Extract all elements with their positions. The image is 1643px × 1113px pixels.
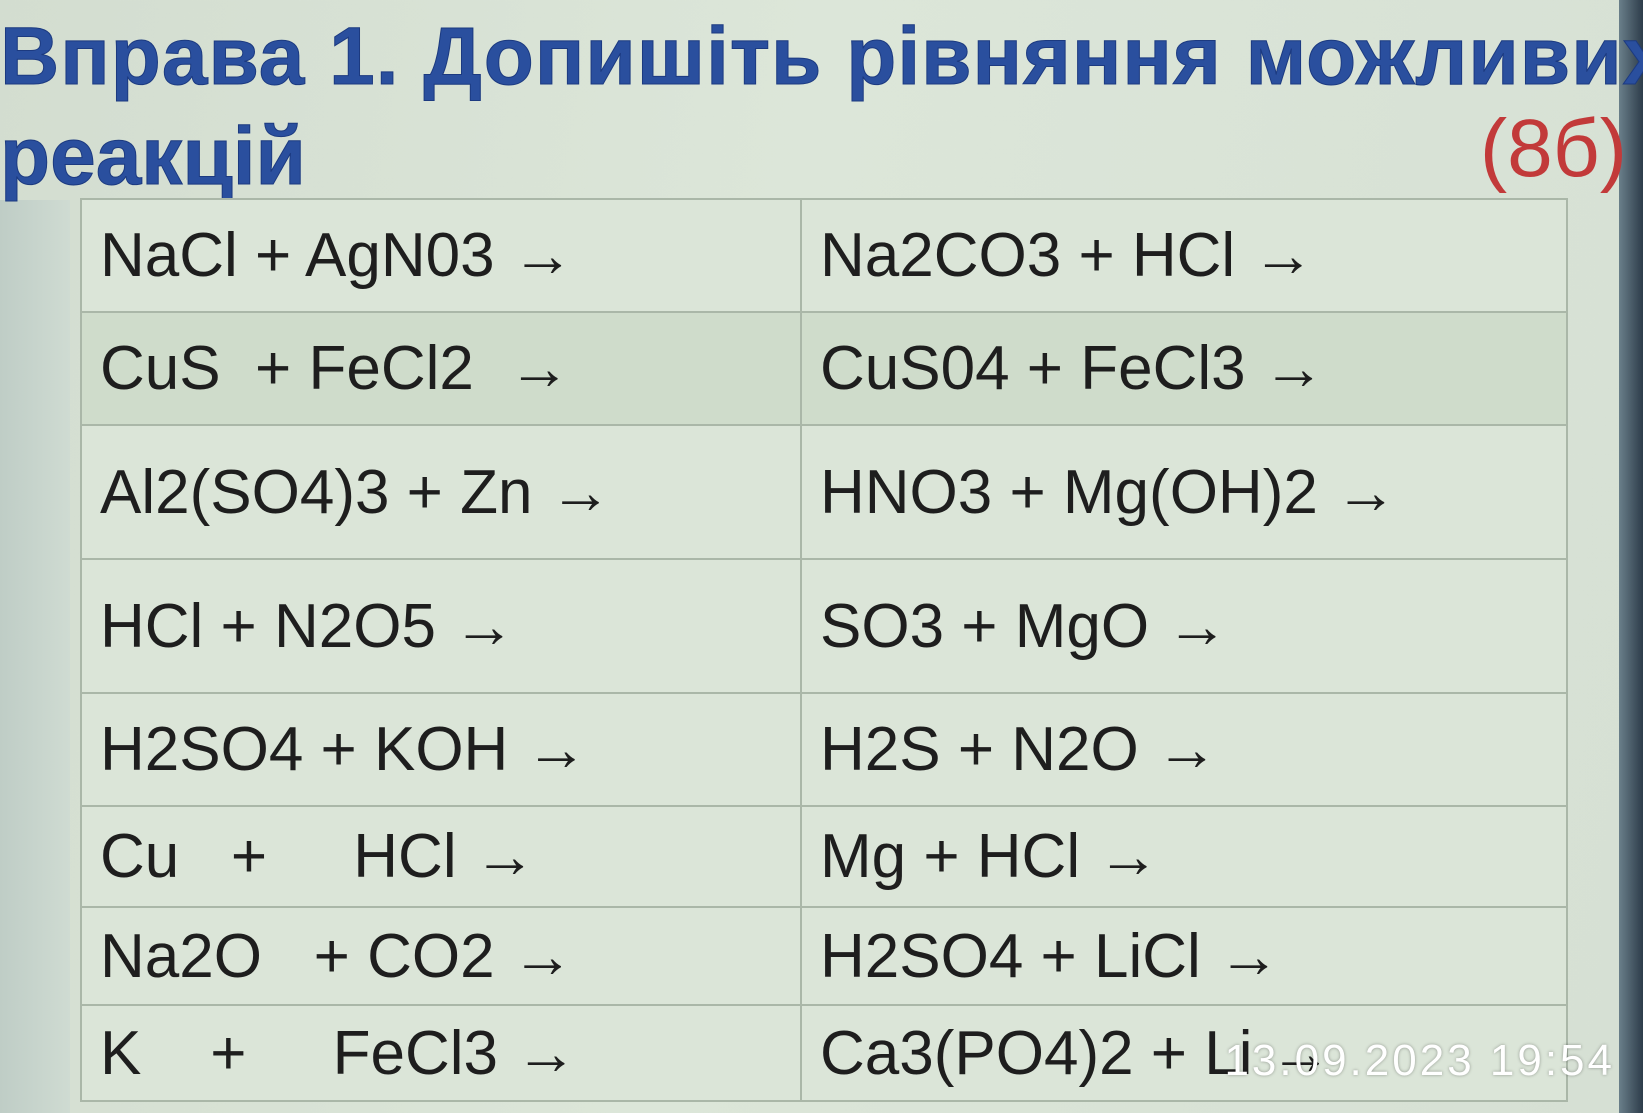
photo-timestamp: 13.09.2023 19:54: [1224, 1036, 1615, 1085]
reaction-cell: Cu + HCl →: [80, 805, 802, 908]
reaction-cell: HCl + N2O5 →: [80, 558, 802, 694]
table-row: H2SO4 + KOH → H2S + N2O →: [80, 692, 1568, 807]
exercise-title: Вправа 1. Допишіть рівняння можливих: [0, 11, 1643, 102]
table-row: Al2(SO4)3 + Zn → HNO3 + Mg(OH)2 →: [80, 424, 1568, 560]
reaction-cell: SO3 + MgO →: [800, 558, 1568, 694]
points-label: (8б): [1479, 103, 1627, 194]
reaction-cell: Mg + HCl →: [800, 805, 1568, 908]
screen-bezel-right: [1619, 0, 1643, 1113]
reaction-cell: Na2O + CO2 →: [80, 906, 802, 1006]
screen-edge-left: [0, 200, 70, 1113]
reaction-cell: H2SO4 + LiCl →: [800, 906, 1568, 1006]
reaction-cell: Na2CO3 + HCl →: [800, 198, 1568, 313]
table-row: K + FeCl3 → Ca3(PO4)2 + Li →: [80, 1004, 1568, 1102]
reaction-cell: H2S + N2O →: [800, 692, 1568, 807]
reaction-cell: CuS + FeCl2 →: [80, 311, 802, 426]
table-row: HCl + N2O5 → SO3 + MgO →: [80, 558, 1568, 694]
reaction-cell: H2SO4 + KOH →: [80, 692, 802, 807]
table-row: CuS + FeCl2 → CuS04 + FeCl3 →: [80, 311, 1568, 426]
table-row: NaCl + AgN03 → Na2CO3 + HCl →: [80, 198, 1568, 313]
table-row: Cu + HCl → Mg + HCl →: [80, 805, 1568, 908]
reaction-cell: Al2(SO4)3 + Zn →: [80, 424, 802, 560]
reactions-table: NaCl + AgN03 → Na2CO3 + HCl → CuS + FeCl2…: [80, 198, 1568, 1102]
exercise-title-continued: реакцій: [0, 111, 306, 202]
reaction-cell: NaCl + AgN03 →: [80, 198, 802, 313]
reaction-cell: Ca3(PO4)2 + Li →: [800, 1004, 1568, 1102]
reaction-cell: CuS04 + FeCl3 →: [800, 311, 1568, 426]
reaction-cell: K + FeCl3 →: [80, 1004, 802, 1102]
table-row: Na2O + CO2 → H2SO4 + LiCl →: [80, 906, 1568, 1006]
reaction-cell: HNO3 + Mg(OH)2 →: [800, 424, 1568, 560]
